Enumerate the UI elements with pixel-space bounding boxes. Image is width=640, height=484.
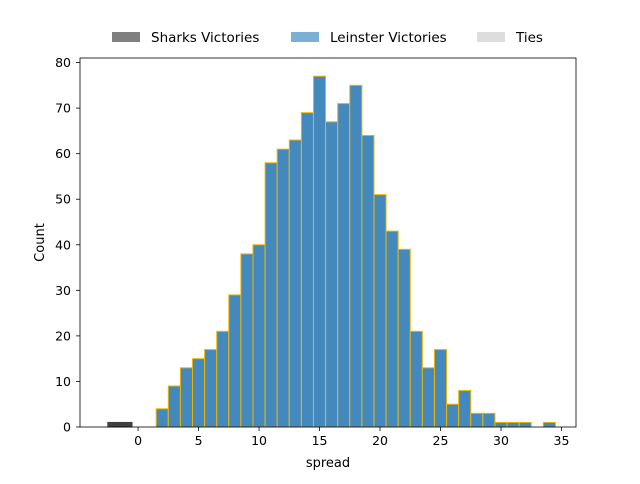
bar-leinster-victories-18 xyxy=(373,194,387,428)
bar-leinster-victories-21 xyxy=(409,330,423,428)
bar-leinster-victories-16 xyxy=(349,84,363,428)
bar-leinster-victories-30 xyxy=(518,421,532,428)
bar-leinster-victories-4 xyxy=(204,349,218,428)
y-tick-label: 20 xyxy=(55,328,71,343)
bar-leinster-victories-25 xyxy=(458,390,472,428)
x-tick-label: 35 xyxy=(554,433,570,448)
x-tick-label: 30 xyxy=(493,433,509,448)
bar-leinster-victories-3 xyxy=(192,358,206,428)
bar-leinster-victories-17 xyxy=(361,134,375,428)
bar-leinster-victories-27 xyxy=(482,412,496,428)
x-tick-label: 20 xyxy=(372,433,388,448)
y-tick-label: 0 xyxy=(63,420,71,435)
y-tick-label: 10 xyxy=(55,374,71,389)
bars-layer xyxy=(107,75,556,428)
y-tick-label: 80 xyxy=(55,55,71,70)
bar-leinster-victories-19 xyxy=(385,230,399,428)
y-tick-label: 50 xyxy=(55,192,71,207)
legend-label: Leinster Victories xyxy=(330,30,447,46)
bar-sharks-victories-0 xyxy=(107,421,121,428)
legend-swatch xyxy=(477,32,505,42)
x-tick-label: 10 xyxy=(251,433,267,448)
bar-leinster-victories-5 xyxy=(216,330,230,428)
y-axis: 0 10 20 30 40 50 60 70 80 xyxy=(55,55,80,435)
bar-leinster-victories-13 xyxy=(312,75,327,428)
bar-sharks-victories-1 xyxy=(119,421,133,428)
y-tick-label: 60 xyxy=(55,146,71,161)
bar-leinster-victories-8 xyxy=(252,244,266,428)
y-tick-label: 30 xyxy=(55,283,71,298)
x-axis: 0 5 10 15 20 25 30 35 xyxy=(134,427,569,448)
bar-leinster-victories-24 xyxy=(446,403,460,428)
x-tick-label: 0 xyxy=(134,433,142,448)
bar-leinster-victories-1 xyxy=(167,385,181,428)
y-tick-label: 40 xyxy=(55,237,71,252)
bar-leinster-victories-26 xyxy=(470,412,484,428)
legend-label: Sharks Victories xyxy=(151,30,259,46)
x-tick-label: 5 xyxy=(195,433,203,448)
bar-leinster-victories-9 xyxy=(264,162,278,428)
bar-leinster-victories-22 xyxy=(421,367,435,428)
bar-leinster-victories-14 xyxy=(325,121,339,428)
x-tick-label: 15 xyxy=(312,433,328,448)
bar-leinster-victories-20 xyxy=(397,248,411,428)
bar-leinster-victories-23 xyxy=(433,349,448,428)
bar-leinster-victories-12 xyxy=(300,112,314,428)
bar-leinster-victories-10 xyxy=(276,148,290,428)
legend-swatch xyxy=(291,32,319,42)
x-tick-label: 25 xyxy=(433,433,449,448)
x-axis-title: spread xyxy=(306,456,350,471)
bar-leinster-victories-2 xyxy=(179,367,194,428)
bar-leinster-victories-29 xyxy=(506,421,520,428)
legend-swatch xyxy=(112,32,140,42)
plot-frame xyxy=(79,57,577,428)
y-tick-label: 70 xyxy=(55,101,71,116)
bar-leinster-victories-11 xyxy=(288,139,302,428)
legend-label: Ties xyxy=(515,30,543,46)
bar-leinster-victories-7 xyxy=(240,253,254,428)
bar-leinster-victories-15 xyxy=(337,103,351,428)
bar-leinster-victories-0 xyxy=(155,408,169,428)
y-axis-title: Count xyxy=(33,223,48,262)
bar-leinster-victories-6 xyxy=(228,294,242,428)
bar-leinster-victories-28 xyxy=(494,421,508,428)
legend: Sharks Victories Leinster Victories Ties xyxy=(112,30,543,46)
bar-leinster-victories-31 xyxy=(542,421,556,428)
